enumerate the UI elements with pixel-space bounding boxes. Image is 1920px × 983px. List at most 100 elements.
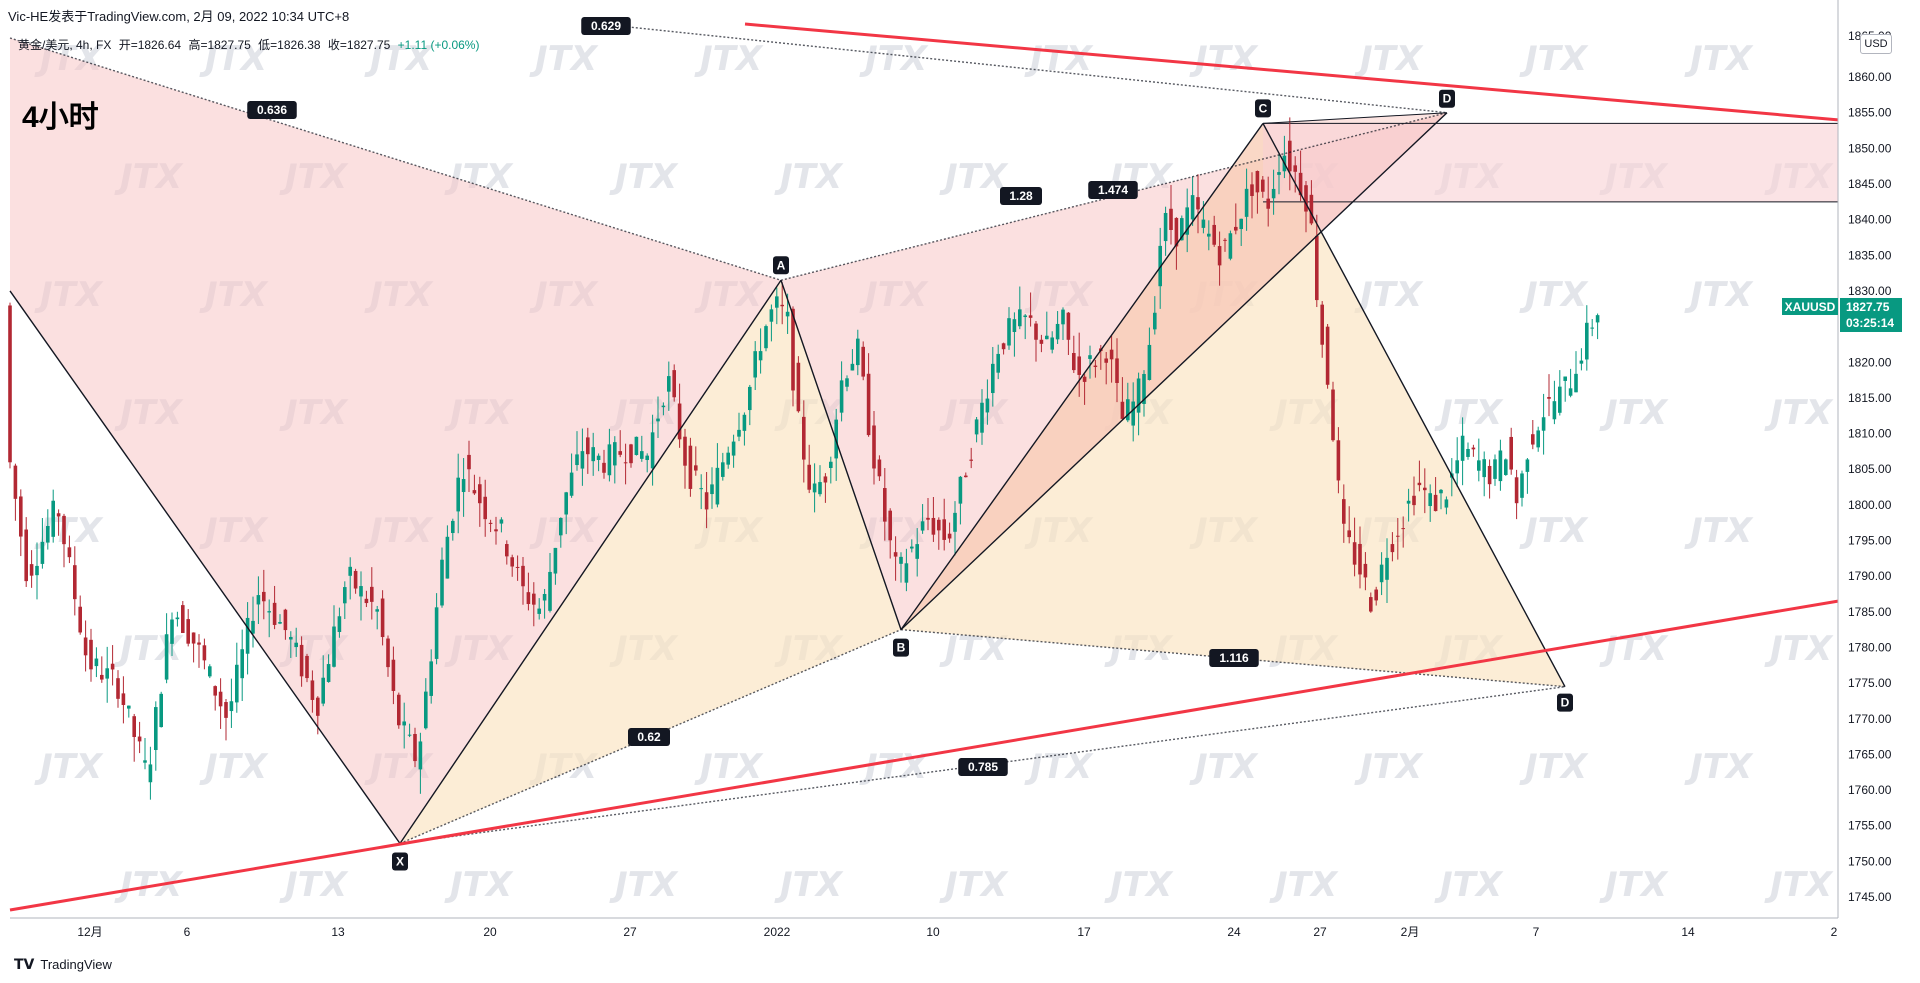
ratio-label-3: 0.62 xyxy=(637,730,661,744)
candle-body xyxy=(364,598,369,604)
candle-body xyxy=(850,363,855,371)
pattern-point-d-4: D xyxy=(1561,696,1570,710)
ratio-label-1: 1.28 xyxy=(1009,189,1033,203)
y-tick-label: 1860.00 xyxy=(1848,70,1892,84)
candle-body xyxy=(1169,208,1173,230)
candle-body xyxy=(1196,197,1200,210)
candle-body xyxy=(386,638,390,668)
candle-body xyxy=(191,632,196,644)
candle-body xyxy=(807,464,811,490)
ratio-label-0: 0.636 xyxy=(257,103,287,117)
candle-body xyxy=(170,619,174,644)
ratio-label-5-box xyxy=(958,758,1008,776)
candle-body xyxy=(332,626,336,667)
candle-body xyxy=(1142,373,1146,404)
candle-body xyxy=(640,451,644,459)
candle-body xyxy=(775,296,779,308)
candle-body xyxy=(56,513,61,517)
y-tick-label: 1780.00 xyxy=(1848,640,1892,654)
candle-body xyxy=(688,445,693,489)
candle-body xyxy=(758,351,763,361)
candle-body xyxy=(1331,389,1335,441)
currency-button[interactable]: USD xyxy=(1860,34,1892,54)
candle-body xyxy=(1093,365,1098,368)
candle-body xyxy=(1417,482,1422,486)
candle-body xyxy=(494,529,498,532)
y-tick-label: 1750.00 xyxy=(1848,854,1892,868)
resistance-trendline xyxy=(744,22,1839,122)
candle-body xyxy=(991,363,995,394)
candle-body xyxy=(1590,327,1594,329)
candle-body xyxy=(899,556,903,564)
watermark-text: JTX xyxy=(774,865,844,905)
tradingview-logo-icon[interactable]: 𝗧𝗩 xyxy=(14,956,35,972)
price-tag-box xyxy=(1840,297,1902,332)
pattern-point-a-1-box xyxy=(773,256,789,275)
candle-body xyxy=(1444,499,1449,508)
candle-body xyxy=(343,587,347,604)
candle-body xyxy=(802,416,806,460)
candle-body xyxy=(542,593,547,601)
pattern-point-b-2: B xyxy=(897,641,906,655)
x-tick-label: 20 xyxy=(483,925,497,939)
candle-body xyxy=(1455,460,1459,474)
candle-body xyxy=(672,370,676,398)
symbol-title[interactable]: 黄金/美元, 4h, FX xyxy=(18,38,112,52)
candle-body xyxy=(413,733,417,762)
candle-body xyxy=(1585,322,1589,360)
candle-body xyxy=(46,525,50,543)
candle-body xyxy=(1045,335,1049,340)
candle-body xyxy=(942,519,946,540)
candle-body xyxy=(1131,401,1135,426)
candle-body xyxy=(694,465,698,471)
candle-body xyxy=(1147,344,1152,380)
candle-body xyxy=(1239,218,1243,230)
x-tick-label: 27 xyxy=(623,925,637,939)
watermark-text: JTX xyxy=(1764,629,1834,669)
y-tick-label: 1840.00 xyxy=(1848,213,1892,227)
candle-body xyxy=(866,373,871,436)
candle-body xyxy=(1423,487,1427,491)
candle-body xyxy=(650,432,655,469)
candle-body xyxy=(283,609,288,631)
candle-body xyxy=(1234,226,1238,231)
candle-body xyxy=(1077,356,1081,375)
candle-body xyxy=(1309,194,1314,224)
candle-body xyxy=(467,454,471,470)
ratio-label-5: 0.785 xyxy=(968,760,998,774)
candle-body xyxy=(937,519,941,531)
candle-body xyxy=(213,686,217,696)
watermark-text: JTX xyxy=(609,865,679,905)
watermark-text: JTX xyxy=(939,865,1009,905)
candle-body xyxy=(586,437,590,455)
y-tick-label: 1830.00 xyxy=(1848,284,1892,298)
candle-body xyxy=(1541,417,1546,431)
candle-body xyxy=(407,734,412,736)
watermark-text: JTX xyxy=(694,747,764,787)
candle-body xyxy=(985,398,990,413)
candle-body xyxy=(164,634,169,680)
candle-body xyxy=(429,661,433,696)
candle-body xyxy=(1293,165,1297,172)
candle-body xyxy=(1347,530,1351,538)
candle-body xyxy=(548,571,552,611)
candle-body xyxy=(1066,312,1071,340)
candle-body xyxy=(451,520,455,534)
candle-body xyxy=(267,611,271,613)
watermark-text: JTX xyxy=(1434,865,1504,905)
candle-body xyxy=(769,309,774,322)
pattern-point-d-4-box xyxy=(1557,693,1573,712)
symbol-tag: XAUUSD xyxy=(1785,300,1836,314)
candle-body xyxy=(375,609,379,612)
x-tick-label: 27 xyxy=(1313,925,1327,939)
candle-body xyxy=(812,483,817,493)
candle-body xyxy=(731,441,736,456)
pattern-labels: X A B C D D 0.636 1.28 1.474 0.62 1.116 0.785 0.629 xyxy=(247,17,1573,871)
watermark-text: JTX xyxy=(859,39,929,79)
candle-body xyxy=(1525,459,1530,472)
ratio-label-2: 1.474 xyxy=(1098,183,1128,197)
watermark-text: JTX xyxy=(1024,39,1094,79)
pattern-point-x-0: X xyxy=(396,855,404,869)
